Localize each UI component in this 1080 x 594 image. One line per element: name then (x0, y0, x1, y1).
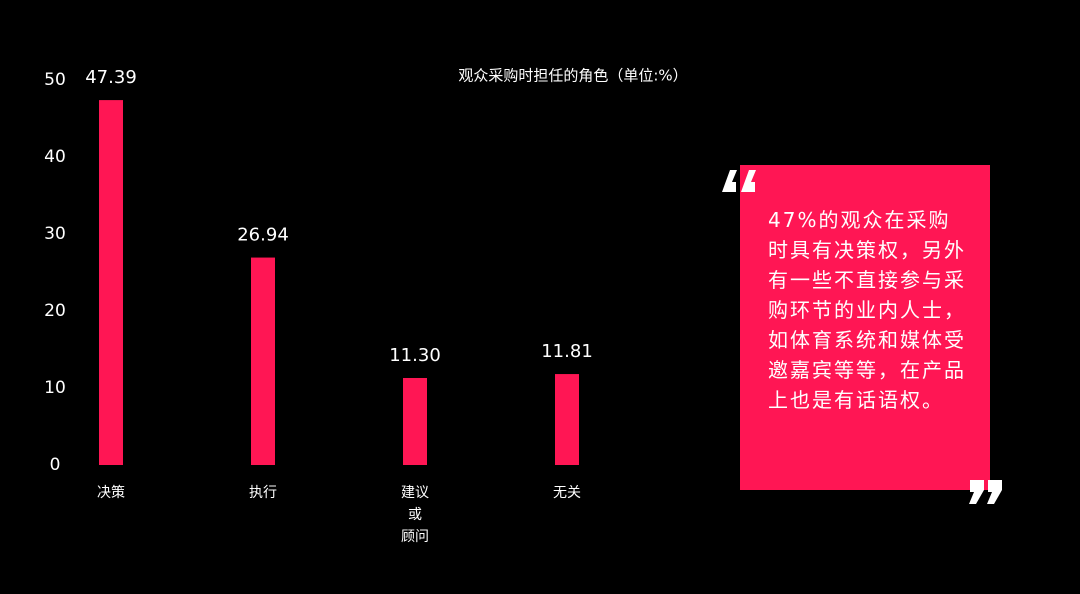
value-label: 11.81 (541, 341, 593, 362)
bar (251, 257, 275, 465)
quote-box: 47%的观众在采购时具有决策权，另外有一些不直接参与采购环节的业内人士，如体育系… (740, 165, 990, 490)
value-label: 47.39 (85, 67, 137, 88)
bar (403, 377, 427, 465)
value-label: 26.94 (237, 225, 289, 246)
x-tick-label: 执行 (249, 485, 277, 501)
y-tick-label: 20 (44, 301, 66, 321)
x-tick-label: 无关 (553, 485, 581, 501)
x-tick-label: 决策 (97, 485, 125, 501)
y-tick-label: 0 (50, 455, 61, 475)
y-tick-label: 10 (44, 378, 66, 398)
chart-title: 观众采购时担任的角色（单位:%） (458, 67, 687, 85)
value-label: 11.30 (389, 345, 441, 366)
y-tick-label: 30 (44, 224, 66, 244)
y-tick-label: 50 (44, 70, 66, 90)
y-tick-label: 40 (44, 147, 66, 167)
x-tick-label: 建议 或 顾问 (401, 485, 429, 545)
bar (555, 374, 579, 465)
bar (99, 100, 123, 466)
quote-text: 47%的观众在采购时具有决策权，另外有一些不直接参与采购环节的业内人士，如体育系… (768, 208, 966, 412)
